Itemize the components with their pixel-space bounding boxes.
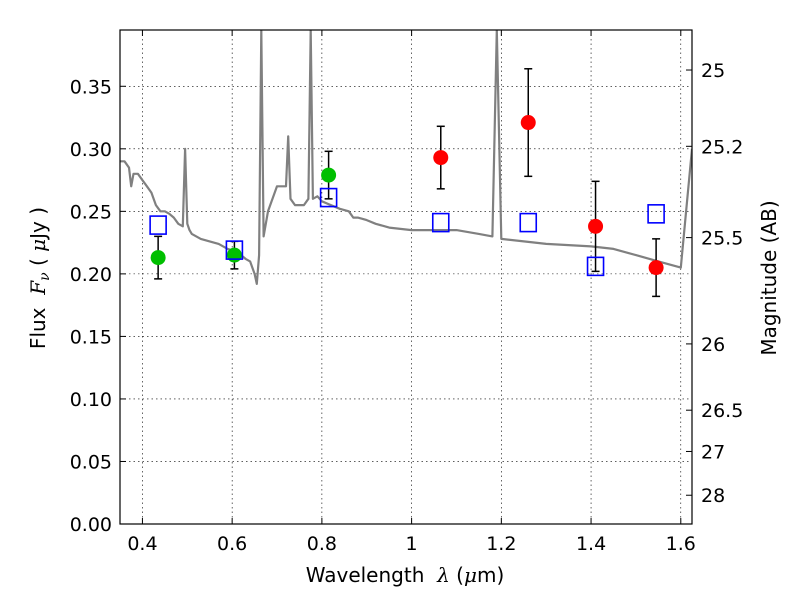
model-point-square [586,256,605,277]
model-point-square [319,187,338,208]
plot-frame [119,29,693,525]
x-axis-label: Wavelength λ (μm) [306,563,505,587]
y-tick-label: 0.15 [70,326,112,348]
y-tick-label: 0.05 [70,451,112,473]
y-tick-label: 0.30 [70,139,112,161]
y2-tick-label: 26.5 [701,400,743,422]
y2-tick-label: 25 [701,60,725,82]
y2-tick-label: 26 [701,334,725,356]
y-tick-label: 0.00 [70,514,112,536]
y2-tick-label: 27 [701,441,725,463]
grid-lines [120,30,692,525]
data-point [520,115,536,131]
data-point [150,250,166,266]
model-point-square [149,215,167,235]
y2-axis-ticks: 25 25.2 25.5 26 26.5 27 28 [686,60,743,507]
plot-area [120,30,692,298]
model-point-square [225,240,244,260]
y-tick-label: 0.35 [70,76,112,98]
y2-tick-label: 25.5 [701,228,743,250]
x-tick-label: 1.4 [576,533,606,555]
y-tick-label: 0.25 [70,201,112,223]
model-point-square [519,212,538,233]
x-tick-label: 1.2 [486,533,516,555]
x-tick-label: 0.6 [217,533,247,555]
model-point-square [431,212,450,233]
y-axis-ticks: 0.00 0.05 0.10 0.15 0.20 0.25 0.30 0.35 [70,76,126,536]
x-tick-label: 1.6 [666,533,696,555]
data-point [648,260,664,276]
model-point-square [647,204,665,224]
x-tick-label: 1 [406,533,418,555]
data-point [321,167,337,183]
data-point [433,150,449,166]
model-spectrum-line [120,30,692,285]
x-axis-ticks: 0.4 0.6 0.8 1 1.2 1.4 1.6 [127,30,696,555]
y2-tick-label: 28 [701,485,725,507]
y-tick-label: 0.10 [70,389,112,411]
y-tick-label: 0.20 [70,264,112,286]
x-tick-label: 0.4 [127,533,157,555]
x-tick-label: 0.8 [307,533,337,555]
y2-axis-label: Magnitude (AB) [757,200,781,355]
data-point [588,218,604,234]
data-point [226,247,242,263]
y2-tick-label: 25.2 [701,136,743,158]
y-axis-label: Flux Fν ( μJy ) [26,207,53,349]
